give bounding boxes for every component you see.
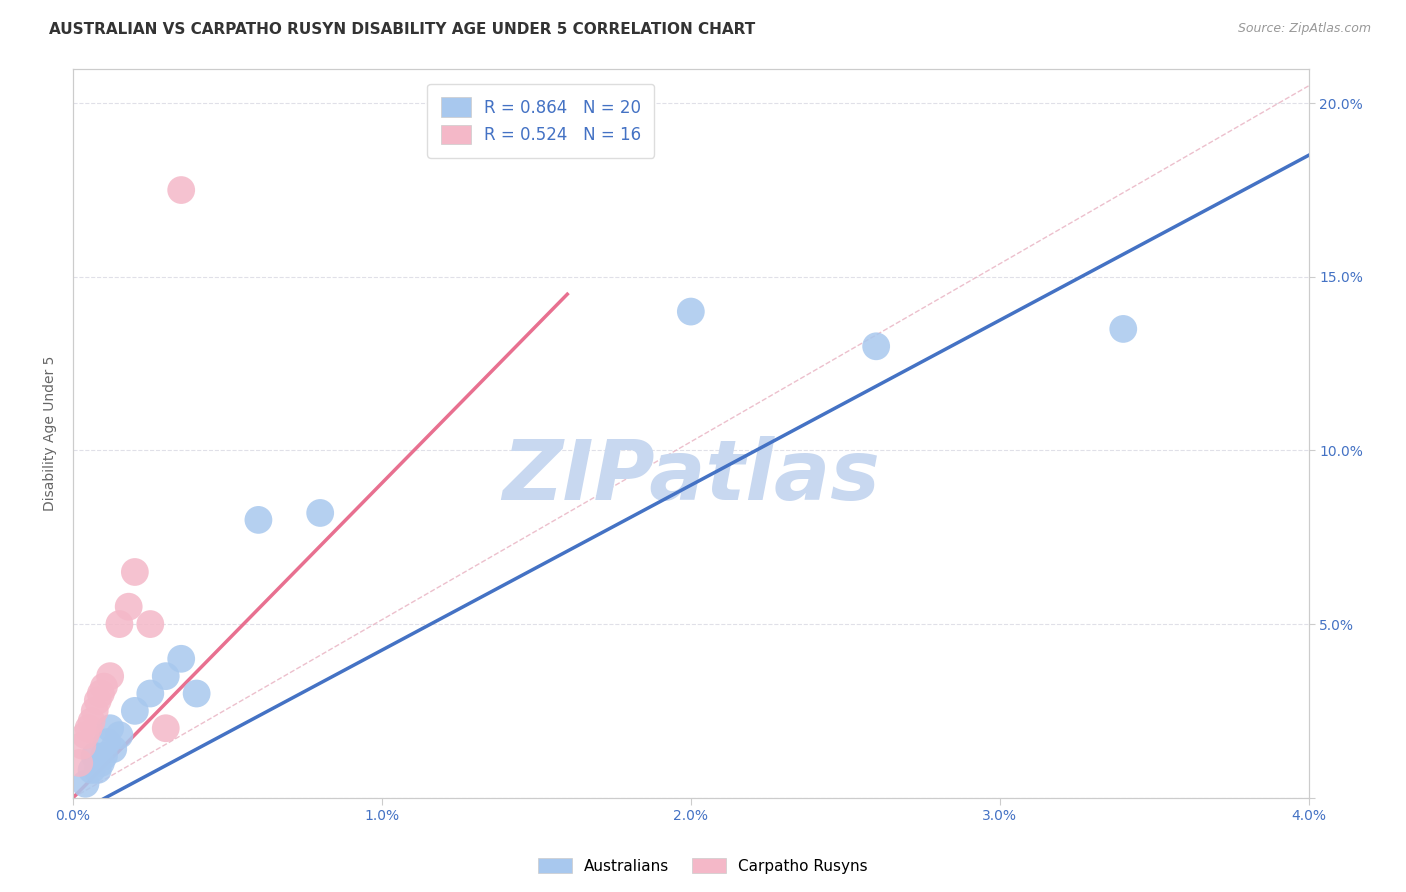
Text: Source: ZipAtlas.com: Source: ZipAtlas.com [1237, 22, 1371, 36]
Point [77, 721, 100, 735]
Point [67, 756, 90, 770]
Point [124, 565, 146, 579]
Point [155, 721, 177, 735]
Point [87, 763, 110, 777]
Point [90, 756, 112, 770]
Point [75, 777, 97, 791]
Point [139, 617, 162, 632]
Point [98, 721, 121, 735]
Text: ZIPatlas: ZIPatlas [502, 436, 880, 517]
Point [103, 742, 125, 756]
Point [124, 704, 146, 718]
Point [80, 763, 103, 777]
Point [108, 728, 131, 742]
Point [75, 728, 97, 742]
Point [90, 686, 112, 700]
Point [170, 652, 193, 666]
Point [1112, 322, 1135, 336]
Point [679, 304, 702, 318]
Point [118, 599, 141, 614]
Point [865, 339, 887, 353]
Point [83, 704, 105, 718]
Point [83, 749, 105, 764]
Y-axis label: Disability Age Under 5: Disability Age Under 5 [44, 355, 58, 511]
Point [87, 693, 110, 707]
Point [247, 513, 270, 527]
Point [72, 739, 94, 753]
Text: AUSTRALIAN VS CARPATHO RUSYN DISABILITY AGE UNDER 5 CORRELATION CHART: AUSTRALIAN VS CARPATHO RUSYN DISABILITY … [49, 22, 755, 37]
Point [80, 714, 103, 729]
Point [309, 506, 332, 520]
Point [96, 735, 118, 749]
Legend: R = 0.864   N = 20, R = 0.524   N = 16: R = 0.864 N = 20, R = 0.524 N = 16 [427, 84, 654, 158]
Legend: Australians, Carpatho Rusyns: Australians, Carpatho Rusyns [531, 852, 875, 880]
Point [98, 669, 121, 683]
Point [93, 680, 115, 694]
Point [170, 183, 193, 197]
Point [139, 686, 162, 700]
Point [186, 686, 208, 700]
Point [155, 669, 177, 683]
Point [93, 749, 115, 764]
Point [108, 617, 131, 632]
